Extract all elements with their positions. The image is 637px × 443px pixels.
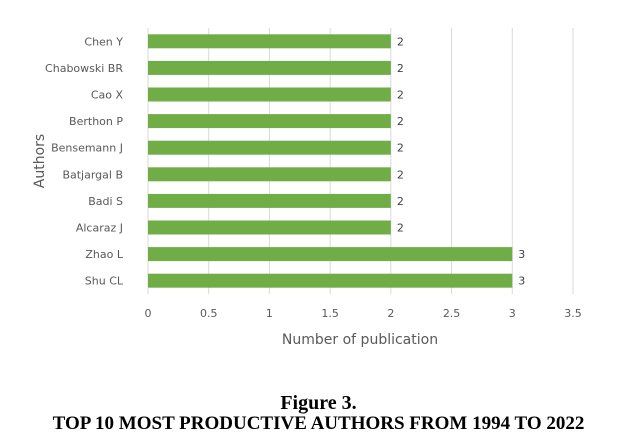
y-axis-title: Authors: [32, 134, 48, 188]
bar: [148, 87, 391, 102]
bar: [148, 193, 391, 208]
x-tick-label: 3.5: [564, 307, 582, 320]
data-label: 2: [397, 115, 404, 128]
data-label: 3: [518, 275, 525, 288]
data-label: 2: [397, 195, 404, 208]
figure-number: Figure 3.: [280, 392, 357, 414]
bars: [148, 34, 513, 288]
data-label: 2: [397, 222, 404, 235]
y-tick-label: Chabowski BR: [45, 62, 123, 75]
y-tick-label: Bensemann J: [51, 142, 123, 155]
x-tick-label: 0.5: [200, 307, 218, 320]
data-label: 2: [397, 35, 404, 48]
data-label: 2: [397, 89, 404, 102]
bar: [148, 60, 391, 75]
x-tick-label: 2: [387, 307, 394, 320]
figure-title: TOP 10 MOST PRODUCTIVE AUTHORS FROM 1994…: [52, 413, 585, 434]
bar: [148, 247, 513, 262]
y-tick-label: Zhao L: [85, 248, 123, 261]
data-label: 3: [518, 248, 525, 261]
x-tick-label: 2.5: [443, 307, 461, 320]
bar: [148, 167, 391, 182]
x-tick-label: 3: [509, 307, 516, 320]
y-tick-label: Shu CL: [85, 275, 124, 288]
x-tick-label: 1: [266, 307, 273, 320]
bar: [148, 220, 391, 235]
bar: [148, 114, 391, 129]
y-tick-label: Chen Y: [84, 35, 123, 48]
data-label: 2: [397, 62, 404, 75]
data-label: 2: [397, 142, 404, 155]
y-tick-label: Berthon P: [69, 115, 123, 128]
data-label: 2: [397, 168, 404, 181]
bar: [148, 34, 391, 49]
y-tick-label: Alcaraz J: [76, 222, 123, 235]
bar: [148, 140, 391, 155]
x-tick-label: 0: [145, 307, 152, 320]
y-tick-label: Batjargal B: [62, 168, 123, 181]
x-tick-label: 1.5: [321, 307, 339, 320]
y-tick-label: Badi S: [88, 195, 123, 208]
labels: 0 0.5 1 1.5 2 2.5 3 3.5 Chen Y 2 Chabowski BR 2 Cao …: [45, 35, 582, 320]
bar: [148, 273, 513, 288]
y-tick-label: Cao X: [91, 89, 124, 102]
x-axis-title: Number of publication: [282, 332, 438, 348]
